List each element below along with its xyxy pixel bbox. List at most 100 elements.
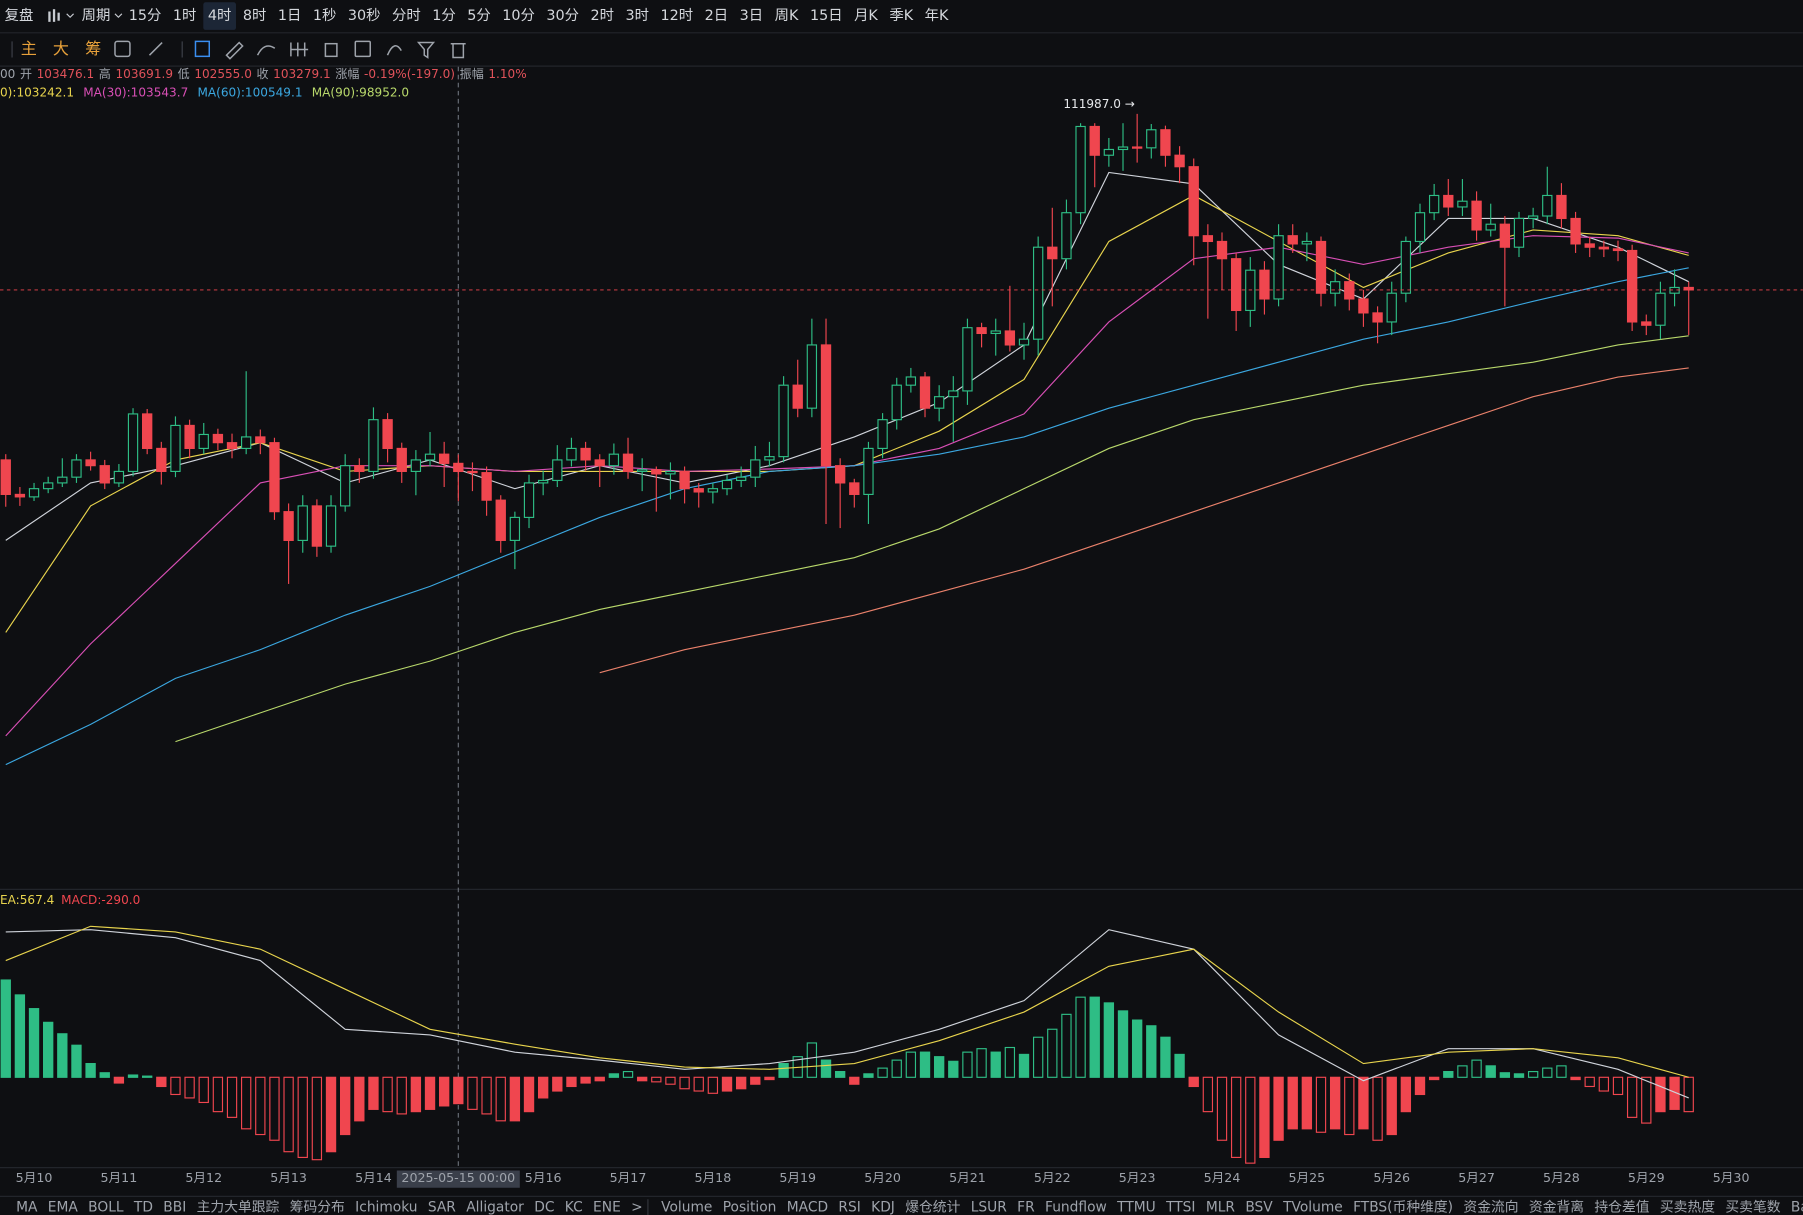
indicator-tab[interactable]: SAR [428, 1199, 456, 1215]
period-tab[interactable]: 复盘 [5, 6, 34, 24]
period-tab[interactable]: 4时 [208, 7, 232, 24]
indicator-tab[interactable]: Ichimoku [355, 1199, 417, 1215]
indicator-tab[interactable]: 主力大单跟踪 [197, 1199, 280, 1215]
period-tab[interactable]: 30分 [546, 7, 579, 24]
candle-body [1315, 240, 1327, 294]
indicator-tab[interactable]: 买卖热度 [1660, 1199, 1715, 1215]
indicator-tab[interactable]: 资金背离 [1529, 1198, 1584, 1215]
period-tab[interactable]: 年K [925, 7, 949, 24]
indicator-tab[interactable]: TTSI [1165, 1199, 1195, 1215]
indicator-tab[interactable]: 资金流向 [1463, 1199, 1518, 1215]
indicator-tab[interactable]: > [631, 1199, 643, 1215]
candle-body [467, 470, 478, 474]
indicator-tab[interactable]: Basis [1791, 1199, 1803, 1215]
period-tab[interactable]: 15分 [129, 7, 162, 24]
period-tab[interactable]: 分时 [392, 7, 421, 24]
indicator-tab[interactable]: MACD [787, 1199, 828, 1215]
tool-icon[interactable] [386, 45, 402, 56]
macd-bar [1146, 1025, 1157, 1078]
candle-body [665, 470, 676, 475]
tool-icon[interactable] [416, 41, 436, 59]
period-tab[interactable]: 1日 [278, 8, 302, 24]
indicator-tab[interactable]: TVolume [1282, 1199, 1343, 1215]
candle-body [594, 459, 605, 467]
indicator-tab[interactable]: FR [1017, 1199, 1035, 1215]
indicator-tab[interactable]: TTMU [1116, 1199, 1156, 1215]
indicator-tab[interactable]: EMA [48, 1199, 79, 1215]
indicator-tab[interactable]: Volume [661, 1199, 712, 1215]
tool-icon[interactable] [114, 40, 131, 58]
indicator-tab[interactable]: 筹码分布 [290, 1198, 345, 1215]
tool-icon[interactable] [256, 45, 276, 56]
candle-body [283, 511, 294, 541]
tool-icon[interactable] [354, 40, 371, 58]
tool-icon[interactable] [450, 42, 466, 59]
indicator-tool[interactable]: 筹 [85, 39, 101, 58]
candle-body [1358, 298, 1369, 314]
indicator-tab[interactable]: MA [16, 1199, 38, 1215]
macd-bar [1556, 1065, 1567, 1078]
tool-icon[interactable] [225, 41, 244, 60]
period-tab[interactable]: 30秒 [348, 7, 381, 24]
indicator-tab[interactable]: 爆仓统计 [905, 1199, 960, 1215]
candle-body [14, 493, 26, 498]
indicator-tab[interactable]: BOLL [88, 1199, 124, 1215]
indicator-tab[interactable]: FTBS(币种维度) [1353, 1199, 1453, 1215]
tool-icon[interactable] [194, 40, 211, 58]
period-tab[interactable]: 周期 [82, 7, 111, 24]
chart-type-icon[interactable] [48, 9, 74, 22]
period-tab[interactable]: 季K [889, 7, 913, 24]
indicator-tab[interactable]: ENE [593, 1199, 621, 1215]
candle-body [382, 419, 393, 449]
macd-bar [142, 1075, 153, 1078]
period-tab[interactable]: 2日 [705, 8, 729, 24]
indicator-tab[interactable]: TD [133, 1199, 153, 1215]
period-tab[interactable]: 1秒 [313, 7, 336, 24]
period-tab[interactable]: 周K [775, 8, 799, 24]
tool-icon[interactable] [148, 42, 163, 56]
candle-body [255, 436, 266, 444]
indicator-tab[interactable]: MLR [1206, 1199, 1236, 1215]
indicator-tab[interactable]: KDJ [871, 1199, 895, 1215]
period-tab[interactable]: 15日 [810, 8, 843, 24]
indicator-tab[interactable]: 持仓差值 [1594, 1199, 1649, 1215]
indicator-tab[interactable]: BBI [163, 1199, 186, 1215]
period-tab[interactable]: 1分 [432, 7, 455, 24]
indicator-tab[interactable]: DC [534, 1199, 554, 1215]
macd-bar [43, 1021, 54, 1078]
tool-icon[interactable] [290, 42, 309, 57]
macd-bar [255, 1076, 266, 1136]
period-tab[interactable]: 10分 [502, 7, 535, 24]
period-tab[interactable]: 1时 [173, 7, 197, 24]
period-tab[interactable]: 3时 [626, 7, 650, 24]
macd-bar [594, 1076, 605, 1082]
period-tab[interactable]: 2时 [591, 7, 615, 24]
indicator-tool[interactable]: 大 [53, 39, 69, 58]
indicator-tab[interactable]: LSUR [971, 1199, 1008, 1215]
candle-body [806, 344, 818, 409]
indicator-tab[interactable]: KC [565, 1199, 583, 1215]
period-tab[interactable]: 3日 [740, 8, 764, 24]
indicator-tab[interactable]: BSV [1245, 1199, 1273, 1215]
candle-body [297, 505, 308, 541]
candle-body [43, 482, 54, 490]
candle-body [339, 465, 351, 507]
indicator-tab[interactable]: 买卖笔数 [1725, 1199, 1780, 1215]
period-tab[interactable]: 月K [854, 8, 878, 24]
period-tab[interactable]: 5分 [467, 7, 491, 24]
period-tab[interactable]: 12时 [661, 7, 694, 24]
macd-bar [113, 1076, 125, 1084]
indicator-tab[interactable]: RSI [838, 1199, 860, 1215]
macd-bar [877, 1067, 888, 1078]
candle-body [820, 344, 832, 467]
candle-body [764, 456, 775, 461]
macd-bar [1004, 1046, 1016, 1078]
indicator-tab[interactable]: Alligator [466, 1199, 524, 1215]
indicator-tool[interactable]: 主 [21, 39, 37, 58]
indicator-tab[interactable]: Position [723, 1199, 777, 1215]
indicator-tab[interactable]: Fundflow [1045, 1199, 1107, 1215]
period-tab[interactable]: 8时 [243, 7, 267, 24]
tool-icon[interactable] [324, 42, 338, 58]
candle-body [1216, 240, 1228, 260]
